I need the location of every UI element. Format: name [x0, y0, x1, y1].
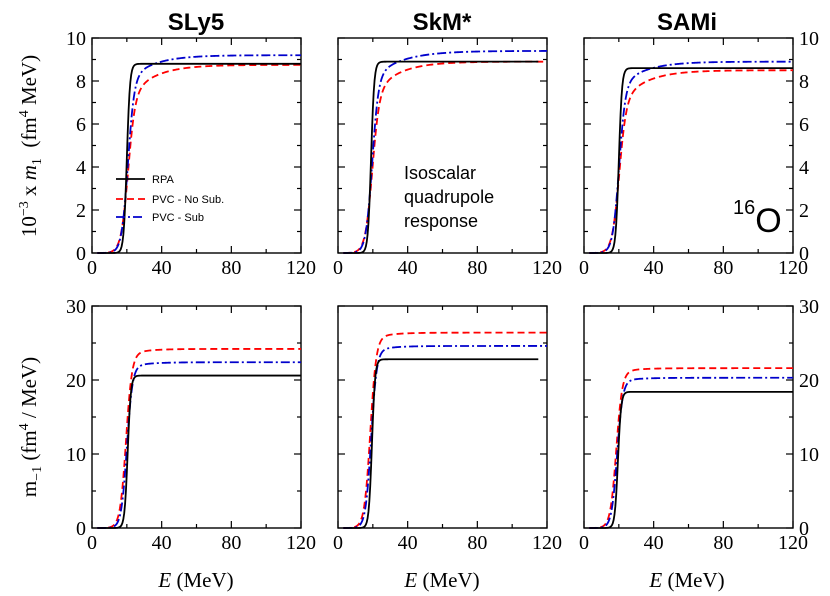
- x-tick-label: 80: [713, 532, 733, 554]
- y-tick-label-right: 30: [799, 296, 819, 318]
- panel-frame: [91, 305, 302, 529]
- y-tick-label: 8: [76, 71, 86, 93]
- legend-label-rpa: RPA: [152, 174, 174, 186]
- annotation-line-1: Isoscalar: [404, 163, 476, 183]
- curve-sub: [97, 54, 301, 254]
- x-tick-label: 0: [87, 257, 97, 279]
- y-tick-label: 0: [76, 243, 86, 265]
- x-tick-label: 120: [778, 532, 808, 554]
- y-tick-label: 20: [66, 370, 86, 392]
- curve-nosub: [589, 69, 793, 254]
- y-tick-label: 30: [66, 296, 86, 318]
- x-tick-label: 80: [467, 532, 487, 554]
- y-tick-label: 4: [76, 157, 86, 179]
- x-tick-label: 0: [333, 257, 343, 279]
- annotation-line-2: quadrupole: [404, 187, 494, 207]
- x-tick-label: 40: [152, 257, 172, 279]
- annotation-line-3: response: [404, 211, 478, 231]
- panel-m-1-0: 0 40 80 120 0 10 20 30: [66, 296, 316, 554]
- legend-label-sub: PVC - Sub: [152, 212, 204, 224]
- x-tick-label: 80: [221, 532, 241, 554]
- panel-m1-0: 0 40 80 120 0 2 4 6 8 10: [66, 28, 316, 279]
- x-axis-label-skm: E (MeV): [403, 568, 479, 592]
- panel-m1-1: 0 40 80 120: [333, 37, 562, 279]
- curve-rpa: [343, 358, 539, 529]
- x-tick-label: 40: [398, 257, 418, 279]
- nucleus-label: 16O: [733, 197, 782, 240]
- curve-nosub: [343, 60, 547, 254]
- y-tick-label: 0: [76, 518, 86, 540]
- curve-sub: [97, 361, 301, 529]
- x-tick-label: 40: [644, 257, 664, 279]
- x-tick-label: 40: [644, 532, 664, 554]
- y-tick-label-right: 20: [799, 370, 819, 392]
- x-axis-label-sami: E (MeV): [648, 568, 724, 592]
- x-tick-label: 40: [398, 532, 418, 554]
- curve-nosub: [97, 348, 301, 529]
- y-tick-label: 10: [66, 444, 86, 466]
- x-tick-label: 0: [579, 257, 589, 279]
- x-tick-label: 80: [221, 257, 241, 279]
- y-tick-label-right: 6: [799, 114, 809, 136]
- panel-m-1-1: 0 40 80 120: [333, 305, 562, 554]
- x-tick-label: 120: [532, 257, 562, 279]
- x-tick-label: 120: [286, 257, 316, 279]
- y-tick-label-right: 10: [799, 444, 819, 466]
- x-tick-label: 80: [713, 257, 733, 279]
- y-tick-label-right: 0: [799, 243, 809, 265]
- curve-rpa: [97, 374, 301, 529]
- y-tick-label-right: 10: [799, 28, 819, 50]
- curve-nosub: [343, 331, 547, 529]
- x-tick-label: 120: [778, 257, 808, 279]
- curve-rpa: [589, 390, 793, 529]
- curve-sub: [589, 376, 793, 529]
- y-tick-label: 6: [76, 114, 86, 136]
- curve-sub: [343, 50, 547, 254]
- title-skm: SkM*: [413, 9, 472, 36]
- y-tick-label: 2: [76, 200, 86, 222]
- x-tick-label: 80: [467, 257, 487, 279]
- x-axis-label-sly5: E (MeV): [157, 568, 233, 592]
- title-sly5: SLy5: [168, 9, 224, 36]
- x-tick-label: 0: [579, 532, 589, 554]
- x-tick-label: 120: [286, 532, 316, 554]
- title-sami: SAMi: [657, 9, 717, 36]
- y-tick-label-right: 0: [799, 518, 809, 540]
- top-y-axis-label: 10−3 x m1 (fm4 MeV): [17, 55, 45, 237]
- x-tick-label: 0: [87, 532, 97, 554]
- bottom-y-axis-label: m−1 (fm4 / MeV): [17, 357, 45, 497]
- x-tick-label: 120: [532, 532, 562, 554]
- y-tick-label-right: 4: [799, 157, 809, 179]
- curve-nosub: [97, 64, 301, 254]
- legend: RPA PVC - No Sub. PVC - Sub: [116, 174, 224, 224]
- y-tick-label-right: 2: [799, 200, 809, 222]
- y-tick-label-right: 8: [799, 71, 809, 93]
- curve-rpa: [343, 60, 539, 254]
- x-tick-label: 0: [333, 532, 343, 554]
- curve-rpa: [97, 62, 301, 254]
- curve-rpa: [589, 67, 793, 254]
- x-tick-label: 40: [152, 532, 172, 554]
- curve-nosub: [589, 367, 793, 529]
- y-tick-label: 10: [66, 28, 86, 50]
- legend-label-nosub: PVC - No Sub.: [152, 194, 224, 206]
